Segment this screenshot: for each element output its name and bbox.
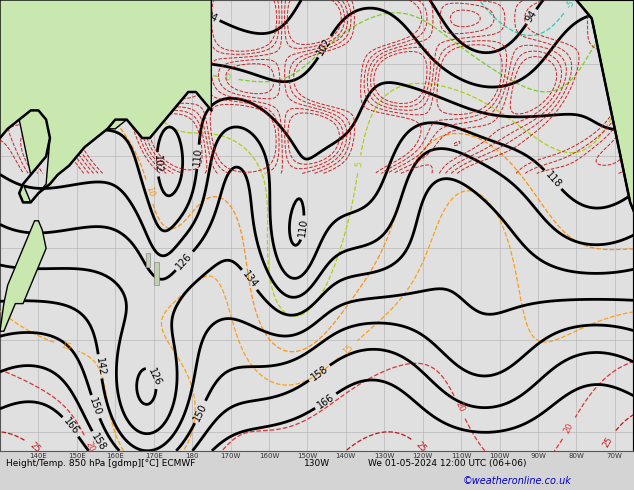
Text: 142: 142 [94,357,107,376]
Text: 20: 20 [84,440,96,453]
Text: 20: 20 [562,421,576,435]
Text: 110: 110 [192,147,204,167]
Text: 0: 0 [224,73,231,83]
Text: 25: 25 [414,441,428,454]
Text: 15: 15 [60,341,73,353]
Text: 170W: 170W [221,453,241,459]
Text: 166: 166 [61,416,81,437]
Text: 20: 20 [453,400,466,414]
Text: 102: 102 [316,36,333,57]
Text: 150: 150 [87,396,103,417]
Text: 134: 134 [240,270,259,290]
Text: 90W: 90W [530,453,546,459]
Text: 150W: 150W [297,453,318,459]
Polygon shape [0,221,46,331]
Text: 150: 150 [191,401,209,422]
Text: 15: 15 [341,343,355,356]
Polygon shape [0,0,211,202]
Text: 110: 110 [297,218,309,238]
Text: 166: 166 [315,392,336,410]
Text: 94: 94 [524,9,539,24]
Text: 94: 94 [204,9,219,24]
Polygon shape [576,0,634,451]
Text: 100W: 100W [489,453,510,459]
Text: 102: 102 [152,155,162,174]
Text: 140E: 140E [30,453,48,459]
Text: ©weatheronline.co.uk: ©weatheronline.co.uk [463,476,572,486]
Text: 25: 25 [601,435,614,448]
Text: 158: 158 [309,364,330,382]
Text: 5: 5 [354,161,364,168]
Text: 180: 180 [185,453,199,459]
Text: Height/Temp. 850 hPa [gdmp][°C] ECMWF: Height/Temp. 850 hPa [gdmp][°C] ECMWF [6,459,196,467]
Text: 80W: 80W [569,453,585,459]
Text: 120W: 120W [413,453,433,459]
Text: 160W: 160W [259,453,279,459]
Text: 110W: 110W [451,453,471,459]
Text: -5: -5 [564,0,576,10]
Text: 126: 126 [146,367,163,388]
Text: 25: 25 [28,441,42,455]
Polygon shape [146,253,150,267]
Text: 150E: 150E [68,453,86,459]
Text: 70W: 70W [607,453,623,459]
Text: We 01-05-2024 12:00 UTC (06+06): We 01-05-2024 12:00 UTC (06+06) [368,459,526,467]
Text: 130W: 130W [304,459,330,467]
Text: 118: 118 [543,170,563,190]
Text: 130W: 130W [374,453,394,459]
Polygon shape [153,262,160,285]
Text: 140W: 140W [335,453,356,459]
Text: 10: 10 [144,185,155,197]
Text: 158: 158 [89,431,108,452]
Text: 126: 126 [174,250,194,271]
Text: 170E: 170E [145,453,163,459]
Text: 160E: 160E [107,453,124,459]
